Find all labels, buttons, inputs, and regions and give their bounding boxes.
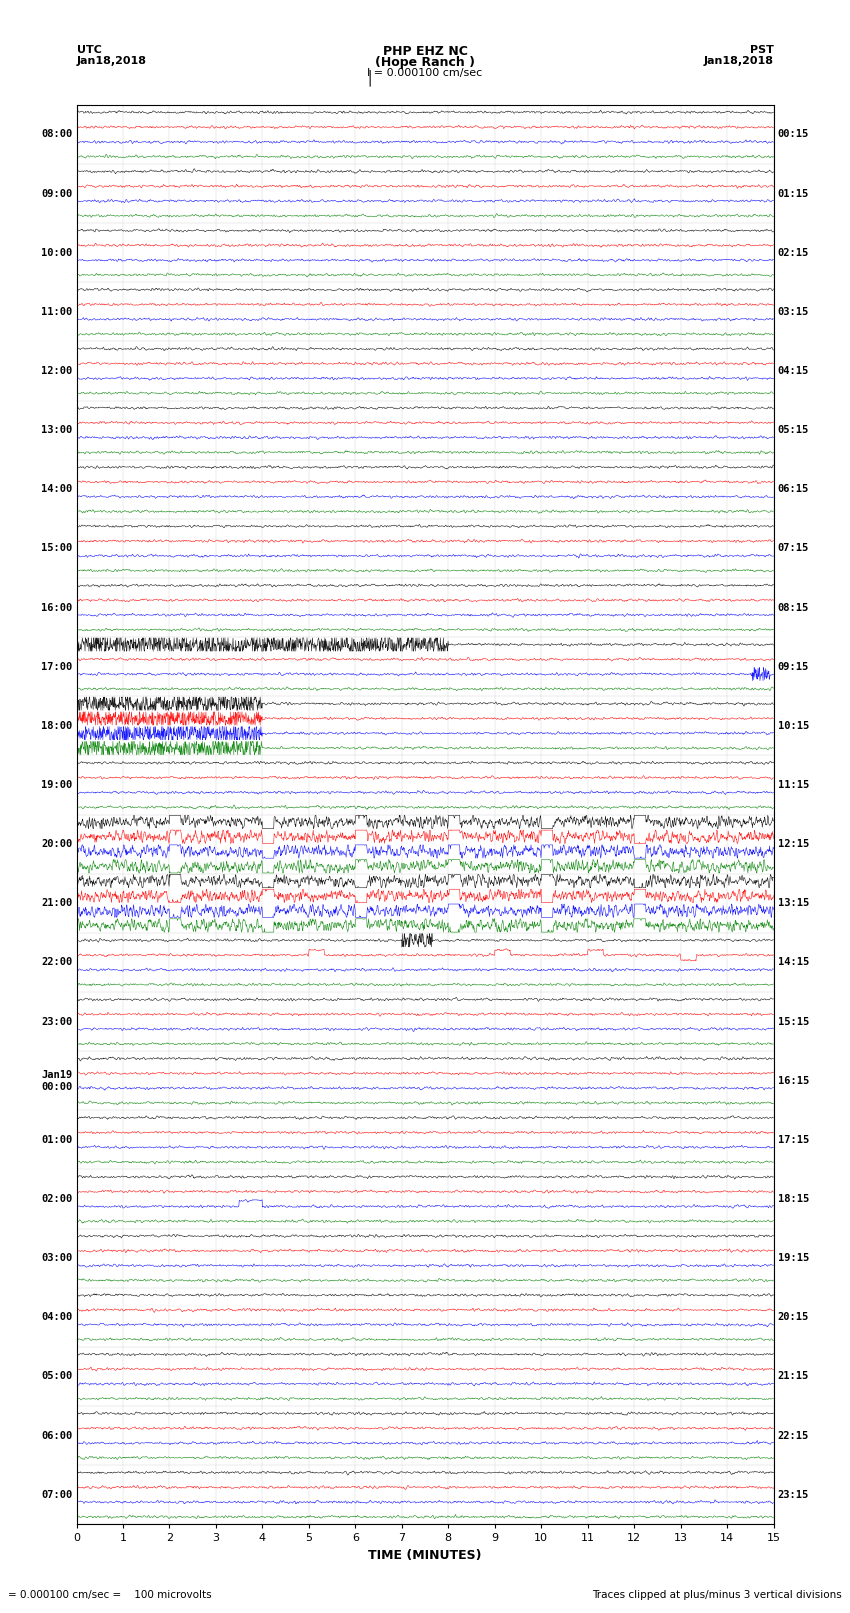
Text: 08:00: 08:00: [41, 129, 72, 139]
Text: 21:15: 21:15: [778, 1371, 809, 1381]
Text: 23:00: 23:00: [41, 1016, 72, 1026]
Bar: [76, 165, 774, 223]
Text: 16:15: 16:15: [778, 1076, 809, 1086]
Text: 07:15: 07:15: [778, 544, 809, 553]
Bar: [76, 1287, 774, 1347]
Text: Jan18,2018: Jan18,2018: [76, 56, 146, 66]
Bar: [76, 992, 774, 1052]
Text: 15:00: 15:00: [41, 544, 72, 553]
Text: Jan18,2018: Jan18,2018: [704, 56, 774, 66]
Bar: [76, 1052, 774, 1110]
Text: Jan19
00:00: Jan19 00:00: [41, 1069, 72, 1092]
Text: 03:15: 03:15: [778, 306, 809, 316]
Text: UTC: UTC: [76, 45, 101, 55]
Text: I = 0.000100 cm/sec: I = 0.000100 cm/sec: [367, 68, 483, 77]
Bar: [76, 519, 774, 577]
Text: 23:15: 23:15: [778, 1490, 809, 1500]
Bar: [76, 577, 774, 637]
Text: 17:15: 17:15: [778, 1136, 809, 1145]
Text: 10:15: 10:15: [778, 721, 809, 731]
Bar: [76, 1347, 774, 1407]
Bar: [76, 874, 774, 932]
Bar: [76, 697, 774, 755]
Text: 03:00: 03:00: [41, 1253, 72, 1263]
Text: PST: PST: [750, 45, 774, 55]
Bar: [76, 400, 774, 460]
Text: PHP EHZ NC: PHP EHZ NC: [382, 45, 468, 58]
Text: 15:15: 15:15: [778, 1016, 809, 1026]
Text: 22:00: 22:00: [41, 958, 72, 968]
Text: 14:00: 14:00: [41, 484, 72, 494]
Text: 07:00: 07:00: [41, 1490, 72, 1500]
Bar: [76, 1465, 774, 1524]
Text: 18:15: 18:15: [778, 1194, 809, 1203]
Text: 01:15: 01:15: [778, 189, 809, 198]
Bar: [76, 1229, 774, 1287]
Text: 02:15: 02:15: [778, 248, 809, 258]
Text: 06:15: 06:15: [778, 484, 809, 494]
Bar: [76, 460, 774, 519]
Text: Traces clipped at plus/minus 3 vertical divisions: Traces clipped at plus/minus 3 vertical …: [592, 1590, 842, 1600]
Text: 11:00: 11:00: [41, 306, 72, 316]
Bar: [76, 755, 774, 815]
Bar: [76, 282, 774, 342]
Text: 04:15: 04:15: [778, 366, 809, 376]
Bar: [76, 342, 774, 400]
Text: 04:00: 04:00: [41, 1313, 72, 1323]
Text: 19:00: 19:00: [41, 781, 72, 790]
Text: 21:00: 21:00: [41, 898, 72, 908]
Text: (Hope Ranch ): (Hope Ranch ): [375, 56, 475, 69]
Text: 20:15: 20:15: [778, 1313, 809, 1323]
Text: 01:00: 01:00: [41, 1136, 72, 1145]
Text: 16:00: 16:00: [41, 603, 72, 613]
X-axis label: TIME (MINUTES): TIME (MINUTES): [368, 1548, 482, 1561]
Text: 10:00: 10:00: [41, 248, 72, 258]
Text: 12:00: 12:00: [41, 366, 72, 376]
Text: 06:00: 06:00: [41, 1431, 72, 1440]
Bar: [76, 815, 774, 874]
Text: 13:00: 13:00: [41, 426, 72, 436]
Bar: [76, 637, 774, 697]
Text: │: │: [366, 69, 374, 85]
Text: 20:00: 20:00: [41, 839, 72, 848]
Text: 18:00: 18:00: [41, 721, 72, 731]
Text: 05:00: 05:00: [41, 1371, 72, 1381]
Text: 17:00: 17:00: [41, 661, 72, 671]
Text: 09:15: 09:15: [778, 661, 809, 671]
Bar: [76, 223, 774, 282]
Text: 13:15: 13:15: [778, 898, 809, 908]
Text: 11:15: 11:15: [778, 781, 809, 790]
Bar: [76, 105, 774, 165]
Text: = 0.000100 cm/sec =    100 microvolts: = 0.000100 cm/sec = 100 microvolts: [8, 1590, 212, 1600]
Text: 14:15: 14:15: [778, 958, 809, 968]
Text: 08:15: 08:15: [778, 603, 809, 613]
Bar: [76, 1110, 774, 1169]
Bar: [76, 1407, 774, 1465]
Text: 22:15: 22:15: [778, 1431, 809, 1440]
Text: 09:00: 09:00: [41, 189, 72, 198]
Bar: [76, 1169, 774, 1229]
Text: 05:15: 05:15: [778, 426, 809, 436]
Text: 02:00: 02:00: [41, 1194, 72, 1203]
Text: 12:15: 12:15: [778, 839, 809, 848]
Text: 19:15: 19:15: [778, 1253, 809, 1263]
Text: 00:15: 00:15: [778, 129, 809, 139]
Bar: [76, 932, 774, 992]
